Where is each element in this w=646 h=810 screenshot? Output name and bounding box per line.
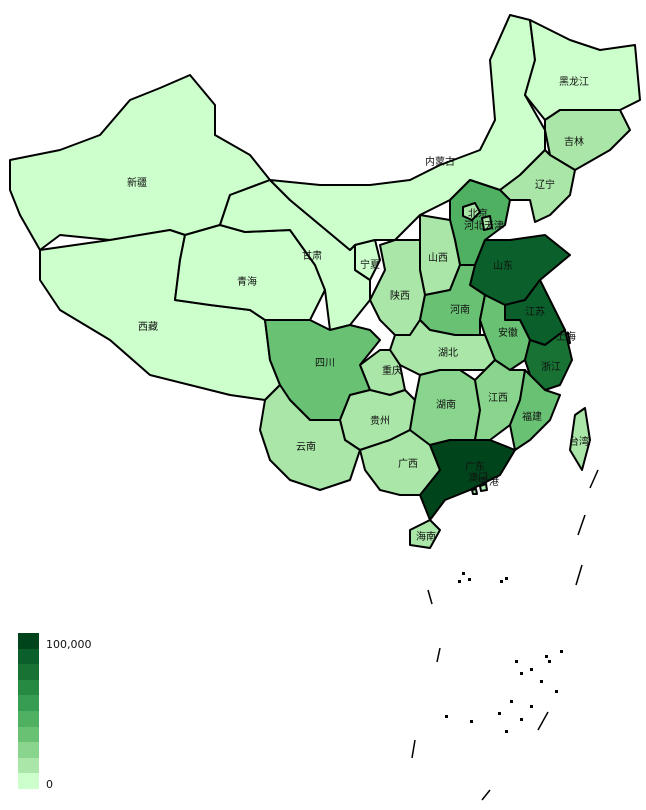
- province-label: 河南: [450, 303, 470, 316]
- boundary-dash: [411, 739, 416, 759]
- boundary-dash: [427, 589, 433, 605]
- province-region[interactable]: [409, 519, 441, 549]
- legend-swatch: [18, 664, 39, 680]
- island-marker: [500, 580, 503, 583]
- province-label: 黑龙江: [559, 75, 589, 88]
- province-label: 福建: [522, 410, 542, 423]
- province-label: 北京: [468, 207, 488, 220]
- island-marker: [510, 700, 513, 703]
- boundary-dash: [436, 647, 441, 663]
- island-marker: [470, 720, 473, 723]
- province-region[interactable]: [524, 329, 573, 391]
- boundary-dash: [575, 564, 583, 586]
- island-marker: [445, 715, 448, 718]
- boundary-dash: [481, 789, 491, 801]
- province-region[interactable]: [509, 369, 561, 451]
- legend-swatch: [18, 679, 39, 696]
- boundary-dash: [577, 514, 586, 536]
- province-label: 湖北: [438, 347, 458, 359]
- island-marker: [462, 572, 465, 575]
- island-marker: [520, 672, 523, 675]
- province-label: 内蒙古: [425, 155, 455, 168]
- province-region[interactable]: [462, 202, 481, 221]
- province-label: 江苏: [525, 305, 545, 318]
- boundary-dash: [537, 711, 549, 731]
- province-label: 山西: [428, 252, 448, 264]
- island-marker: [545, 655, 548, 658]
- province-region[interactable]: [354, 239, 381, 281]
- province-label: 山东: [493, 259, 513, 272]
- legend-swatch: [18, 710, 39, 727]
- province-label: 台湾: [569, 435, 589, 448]
- legend-swatch: [18, 633, 39, 649]
- legend-min-label: 0: [46, 778, 53, 791]
- island-marker: [560, 650, 563, 653]
- island-marker: [530, 668, 533, 671]
- province-label: 吉林: [564, 135, 584, 148]
- province-label: 新疆: [127, 176, 147, 189]
- province-region[interactable]: [471, 488, 478, 495]
- province-label: 河北: [464, 220, 484, 232]
- legend-swatch: [18, 726, 39, 743]
- province-label: 西藏: [138, 321, 158, 333]
- province-region[interactable]: [419, 439, 516, 521]
- province-region[interactable]: [524, 19, 641, 121]
- province-label: 宁夏: [360, 258, 380, 271]
- island-marker: [505, 577, 508, 580]
- province-label: 云南: [296, 440, 316, 453]
- province-region[interactable]: [481, 215, 493, 231]
- province-label: 浙江: [541, 361, 561, 373]
- island-marker: [505, 730, 508, 733]
- legend-swatch: [18, 773, 39, 789]
- island-marker: [548, 660, 551, 663]
- province-label: 上海: [556, 330, 576, 343]
- province-region[interactable]: [479, 483, 488, 492]
- province-label: 四川: [315, 358, 335, 369]
- legend-swatch: [18, 742, 39, 758]
- legend-swatch: [18, 648, 39, 665]
- island-marker: [530, 705, 533, 708]
- legend-swatch: [18, 695, 39, 711]
- island-marker: [458, 580, 461, 583]
- boundary-dash: [589, 469, 599, 489]
- island-marker: [498, 712, 501, 715]
- island-marker: [468, 578, 471, 581]
- province-label: 辽宁: [535, 178, 555, 191]
- province-label: 天津: [484, 220, 504, 232]
- province-region[interactable]: [544, 109, 631, 171]
- province-label: 广西: [398, 458, 418, 470]
- legend-swatch: [18, 757, 39, 774]
- island-marker: [555, 690, 558, 693]
- province-label: 江西: [488, 392, 508, 404]
- color-legend: [18, 633, 39, 789]
- province-label: 安徽: [498, 326, 518, 339]
- legend-max-label: 100,000: [46, 638, 92, 651]
- province-label: 澳门: [468, 471, 488, 484]
- province-label: 湖南: [436, 398, 456, 411]
- province-label: 香港: [479, 476, 499, 488]
- province-label: 广东: [465, 460, 485, 473]
- province-label: 青海: [237, 275, 257, 288]
- island-marker: [515, 660, 518, 663]
- province-label: 贵州: [370, 414, 390, 427]
- province-region[interactable]: [569, 407, 591, 471]
- province-label: 海南: [416, 530, 436, 543]
- province-label: 重庆: [382, 364, 402, 377]
- province-region[interactable]: [259, 384, 361, 491]
- island-marker: [540, 680, 543, 683]
- island-marker: [520, 718, 523, 721]
- province-label: 甘肃: [302, 249, 322, 262]
- province-label: 陕西: [390, 289, 410, 302]
